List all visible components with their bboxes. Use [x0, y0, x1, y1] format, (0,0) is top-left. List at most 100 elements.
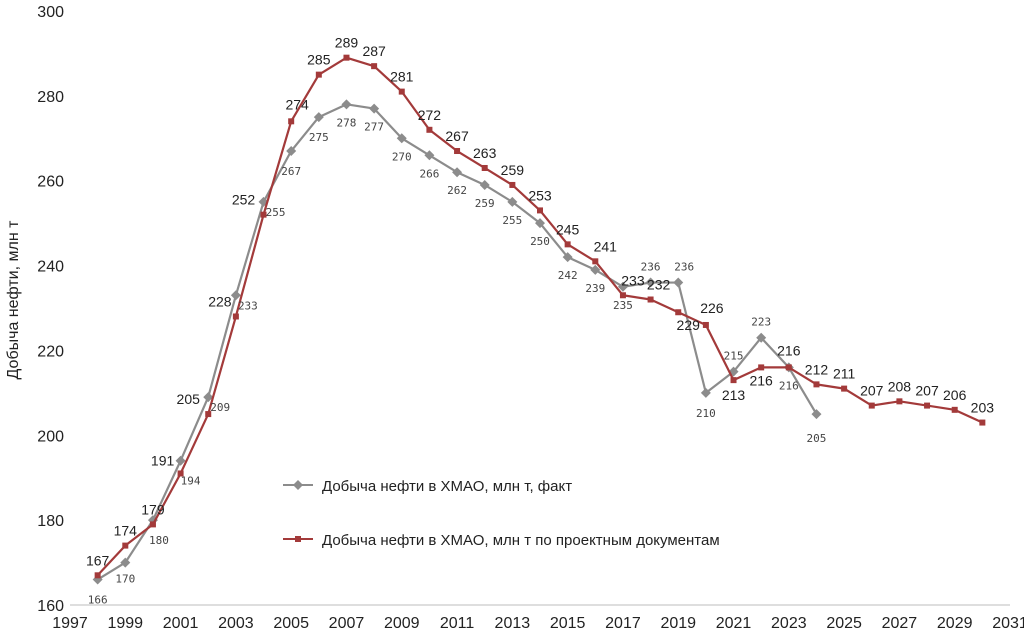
data-label-fact: 266 — [419, 167, 439, 180]
data-point-plan — [785, 364, 792, 371]
data-label-fact: 209 — [210, 401, 230, 414]
y-axis-ticks: 160 180 200 220 240 260 280 300 — [37, 4, 64, 615]
data-label-fact: 278 — [337, 116, 357, 129]
data-label-plan: 272 — [418, 107, 442, 123]
data-label-fact: 239 — [585, 282, 605, 295]
data-label-plan: 212 — [805, 361, 829, 377]
data-point-fact — [645, 277, 656, 288]
y-tick-label: 260 — [37, 174, 64, 191]
data-label-plan: 232 — [647, 277, 671, 293]
data-point-plan — [813, 381, 820, 388]
data-point-plan — [371, 63, 378, 70]
data-label-plan: 287 — [362, 43, 386, 59]
data-point-plan — [260, 211, 267, 218]
x-tick-label: 2005 — [273, 615, 309, 632]
data-label-plan: 289 — [335, 35, 359, 51]
data-label-fact: 259 — [475, 197, 495, 210]
data-point-plan — [537, 207, 543, 214]
data-label-plan: 245 — [556, 221, 580, 237]
data-label-plan: 233 — [621, 272, 645, 288]
x-tick-label: 2029 — [937, 615, 973, 632]
data-point-plan — [481, 164, 488, 171]
y-tick-label: 220 — [37, 343, 64, 360]
data-point-plan — [702, 321, 709, 328]
data-point-plan — [232, 313, 239, 320]
data-label-plan: 205 — [177, 391, 201, 407]
x-tick-label: 2031 — [992, 615, 1024, 632]
data-label-plan: 226 — [700, 300, 724, 316]
legend-item-fact: Добыча нефти в ХМАО, млн т, факт — [283, 478, 572, 495]
data-point-fact — [756, 332, 767, 343]
data-label-fact: 215 — [724, 350, 744, 363]
data-point-fact — [230, 290, 241, 301]
legend-item-plan: Добыча нефти в ХМАО, млн т по проектным … — [283, 532, 720, 549]
data-label-plan: 207 — [915, 383, 939, 399]
data-label-plan: 207 — [860, 383, 884, 399]
data-point-plan — [619, 292, 626, 299]
legend-fact-text: Добыча нефти в ХМАО, млн т, факт — [322, 478, 572, 495]
x-tick-label: 2019 — [660, 615, 696, 632]
data-point-plan — [841, 385, 848, 392]
data-point-plan — [177, 470, 184, 477]
y-tick-label: 240 — [37, 259, 64, 276]
data-point-plan — [758, 364, 765, 371]
x-tick-label: 2001 — [163, 615, 199, 632]
x-tick-label: 2027 — [882, 615, 918, 632]
data-label-fact: 210 — [696, 407, 716, 420]
data-label-plan: 229 — [677, 317, 701, 333]
data-point-plan — [94, 572, 101, 579]
data-label-fact: 236 — [674, 261, 694, 274]
x-tick-label: 2013 — [495, 615, 531, 632]
y-tick-label: 200 — [37, 428, 64, 445]
data-label-plan: 167 — [86, 552, 110, 568]
data-point-plan — [315, 71, 322, 78]
data-label-plan: 267 — [445, 128, 469, 144]
data-label-plan: 263 — [473, 145, 497, 161]
data-point-fact — [590, 264, 601, 275]
data-point-plan — [647, 296, 654, 303]
data-label-fact: 275 — [309, 131, 329, 144]
data-point-fact — [535, 218, 545, 229]
x-tick-label: 2023 — [771, 615, 807, 632]
x-tick-label: 2015 — [550, 615, 586, 632]
data-point-fact — [617, 281, 628, 292]
data-point-plan — [205, 411, 212, 418]
x-tick-label: 2021 — [716, 615, 752, 632]
data-point-fact — [424, 150, 435, 161]
y-tick-label: 300 — [37, 4, 64, 21]
data-point-plan — [675, 309, 682, 316]
data-label-fact: 170 — [115, 573, 135, 586]
data-point-plan — [730, 377, 737, 384]
data-label-fact: 233 — [238, 299, 258, 312]
data-point-plan — [979, 419, 986, 426]
data-point-plan — [509, 181, 516, 188]
data-label-plan: 203 — [971, 400, 995, 416]
data-label-plan: 211 — [833, 366, 856, 382]
data-point-fact — [700, 387, 711, 398]
data-label-plan: 216 — [749, 372, 773, 388]
legend: Добыча нефти в ХМАО, млн т, факт Добыча … — [283, 478, 720, 549]
data-label-fact: 250 — [530, 235, 550, 248]
y-tick-label: 280 — [37, 89, 64, 106]
data-label-fact: 242 — [558, 269, 578, 282]
series-layer — [92, 54, 986, 585]
data-point-fact — [811, 409, 822, 420]
data-point-plan — [951, 406, 958, 413]
data-label-plan: 252 — [232, 192, 256, 208]
y-tick-label: 180 — [37, 513, 64, 530]
data-label-plan: 253 — [528, 187, 552, 203]
legend-plan-marker — [295, 536, 301, 542]
data-point-plan — [896, 398, 903, 405]
data-label-plan: 216 — [777, 342, 801, 358]
data-label-plan: 274 — [285, 96, 309, 112]
data-point-plan — [343, 54, 350, 61]
data-label-fact: 236 — [641, 261, 661, 274]
x-tick-label: 1999 — [107, 615, 143, 632]
data-label-plan: 206 — [943, 387, 967, 403]
x-tick-label: 2011 — [440, 615, 475, 632]
data-point-plan — [426, 126, 433, 133]
data-label-plan: 174 — [114, 523, 138, 539]
x-tick-label: 2009 — [384, 615, 420, 632]
data-label-fact: 270 — [392, 150, 412, 163]
data-point-fact — [562, 252, 573, 263]
